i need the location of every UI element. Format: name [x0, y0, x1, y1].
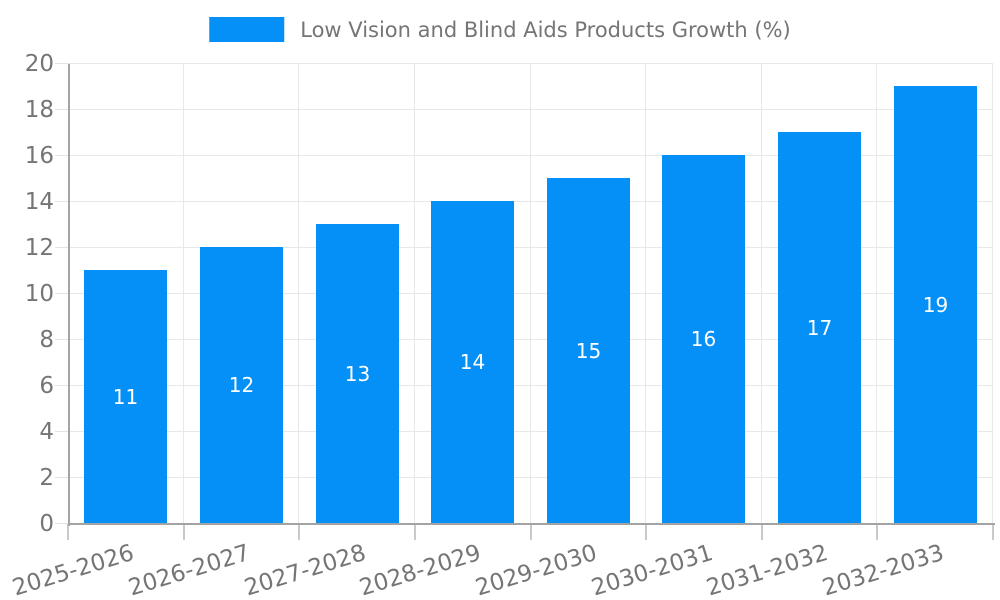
bar: 12: [200, 247, 283, 523]
y-tick-label: 2: [39, 465, 54, 491]
y-tick-label: 4: [39, 419, 54, 445]
x-tick-label: 2031-2032: [703, 540, 832, 600]
y-tick-label: 0: [39, 511, 54, 537]
x-tick-label: 2027-2028: [241, 540, 369, 600]
y-axis-line: [68, 64, 70, 526]
x-tick-label: 2025-2026: [9, 540, 138, 600]
v-gridline: [761, 64, 762, 524]
x-tick-label: 2028-2029: [356, 540, 485, 600]
x-tick-label: 2026-2027: [125, 540, 254, 600]
bar-value-label: 11: [112, 384, 139, 409]
bar-value-label: 13: [344, 361, 371, 386]
y-tick-label: 16: [24, 143, 54, 169]
legend-label: Low Vision and Blind Aids Products Growt…: [300, 17, 791, 42]
y-tick-label: 18: [24, 97, 54, 123]
x-tick-label: 2030-2031: [588, 540, 716, 600]
bar-value-label: 12: [228, 373, 255, 397]
x-tick-mark: [414, 524, 416, 540]
y-tick-mark: [55, 523, 68, 524]
x-axis-line: [68, 523, 995, 525]
bar: 16: [662, 155, 745, 523]
bar: 11: [84, 270, 167, 523]
bar: 19: [894, 86, 977, 523]
v-gridline: [414, 64, 415, 524]
v-gridline: [992, 64, 993, 524]
x-tick-mark: [530, 524, 532, 540]
bar-value-label: 14: [459, 350, 486, 374]
legend-swatch: [209, 17, 285, 42]
h-gridline: [68, 63, 993, 64]
y-tick-label: 8: [39, 327, 54, 353]
x-tick-mark: [298, 524, 300, 540]
x-tick-mark: [645, 524, 647, 540]
y-tick-mark: [55, 247, 68, 248]
x-tick-label: 2032-2033: [819, 540, 947, 600]
y-tick-mark: [55, 431, 68, 432]
bar: 14: [431, 201, 514, 523]
v-gridline: [876, 64, 877, 524]
x-tick-label: 2029-2030: [472, 540, 600, 600]
y-tick-mark: [55, 339, 68, 340]
y-tick-mark: [55, 63, 68, 64]
v-gridline: [183, 64, 184, 524]
y-tick-mark: [55, 109, 68, 110]
x-tick-mark: [761, 524, 763, 540]
v-gridline: [530, 64, 531, 524]
x-tick-mark: [876, 524, 878, 540]
y-tick-mark: [55, 477, 68, 478]
y-tick-label: 6: [39, 373, 54, 399]
y-tick-label: 12: [24, 235, 54, 261]
bar-value-label: 16: [690, 327, 717, 351]
bar: 15: [547, 178, 630, 523]
bar-value-label: 17: [806, 315, 833, 340]
bar-value-label: 15: [575, 338, 602, 363]
y-tick-label: 10: [24, 281, 54, 307]
x-tick-mark: [992, 524, 994, 540]
legend: Low Vision and Blind Aids Products Growt…: [209, 17, 791, 42]
v-gridline: [298, 64, 299, 524]
y-tick-mark: [55, 201, 68, 202]
bar: 17: [778, 132, 861, 523]
y-tick-label: 20: [24, 51, 54, 77]
v-gridline: [645, 64, 646, 524]
x-tick-mark: [183, 524, 185, 540]
y-tick-mark: [55, 385, 68, 386]
y-tick-mark: [55, 155, 68, 156]
bar-value-label: 19: [922, 292, 949, 317]
bar: 13: [316, 224, 399, 523]
y-tick-mark: [55, 293, 68, 294]
x-tick-mark: [67, 524, 69, 540]
y-tick-label: 14: [24, 189, 54, 215]
